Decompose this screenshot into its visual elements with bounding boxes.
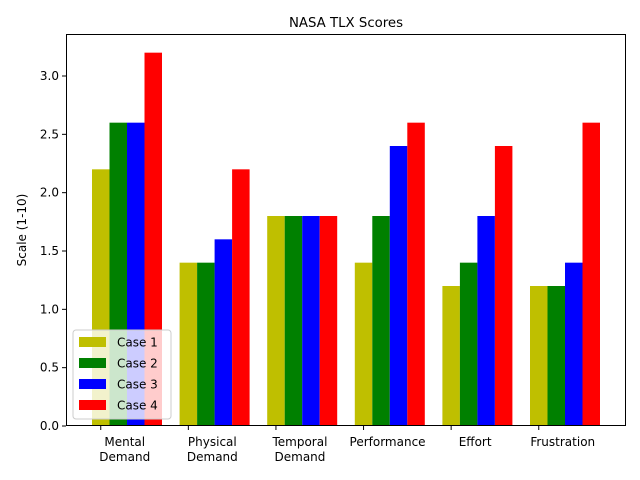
bar-4-4 [407, 122, 425, 427]
bar-3-5 [477, 216, 495, 426]
y-tick-label: 3.0 [40, 69, 59, 83]
bar-2-3 [284, 216, 303, 426]
bar-1-2 [179, 262, 198, 426]
legend-label: Case 2 [117, 357, 158, 371]
bar-1-5 [442, 286, 460, 426]
bar-4-6 [582, 122, 600, 427]
x-tick-label-line: Mental [104, 435, 145, 449]
legend-label: Case 1 [117, 336, 158, 350]
x-tick-label: Physical Demand [187, 435, 238, 464]
bar-3-3 [302, 216, 320, 426]
x-tick-label-line: Physical [188, 435, 237, 449]
legend-swatch-2 [79, 358, 106, 368]
legend-label: Case 4 [117, 399, 158, 413]
bar-2-5 [459, 262, 478, 426]
x-tick-label: Temporal Demand [271, 435, 327, 464]
y-axis-label: Scale (1-10) [15, 194, 29, 267]
plot-frame [66, 34, 626, 426]
bar-1-6 [530, 286, 548, 426]
x-tick-label: Effort [459, 435, 492, 449]
bar-2-2 [197, 262, 215, 426]
bar-3-6 [565, 262, 583, 426]
bar-4-3 [319, 216, 338, 426]
legend-swatch-1 [79, 337, 106, 347]
legend: Case 1 Case 2 Case 3 Case 4 [72, 329, 172, 420]
bar-2-6 [547, 286, 565, 426]
legend-box [72, 329, 172, 420]
bar-4-2 [232, 169, 250, 426]
x-tick-label-line: Effort [459, 435, 492, 449]
y-tick-label: 2.0 [40, 186, 59, 200]
legend-swatch-3 [79, 379, 106, 389]
x-tick-label-line: Frustration [530, 435, 595, 449]
y-tick-label: 2.5 [40, 127, 59, 141]
y-tick-label: 1.0 [40, 302, 59, 316]
x-tick-label: Mental Demand [99, 435, 150, 464]
chart-title: NASA TLX Scores [289, 16, 403, 31]
y-axis: 0.0 0.5 1.0 1.5 2.0 2.5 3.0 [40, 69, 66, 433]
x-tick-label-line: Demand [187, 450, 238, 464]
bar-3-2 [214, 239, 233, 426]
x-tick-label-line: Temporal [271, 435, 327, 449]
legend-swatch-4 [79, 400, 106, 410]
bar-2-4 [372, 216, 390, 426]
x-tick-label-line: Performance [350, 435, 426, 449]
x-tick-label: Frustration [530, 435, 595, 449]
bar-4-5 [494, 146, 513, 426]
bar-1-3 [267, 216, 285, 426]
bars-group [92, 52, 600, 427]
x-tick-label-line: Demand [275, 450, 326, 464]
x-tick-label: Performance [350, 435, 426, 449]
bar-1-4 [354, 262, 373, 426]
y-tick-label: 1.5 [40, 244, 59, 258]
y-tick-label: 0.5 [40, 361, 59, 375]
y-tick-label: 0.0 [40, 419, 59, 433]
bar-3-4 [389, 146, 408, 426]
legend-label: Case 3 [117, 378, 158, 392]
x-tick-label-line: Demand [99, 450, 150, 464]
